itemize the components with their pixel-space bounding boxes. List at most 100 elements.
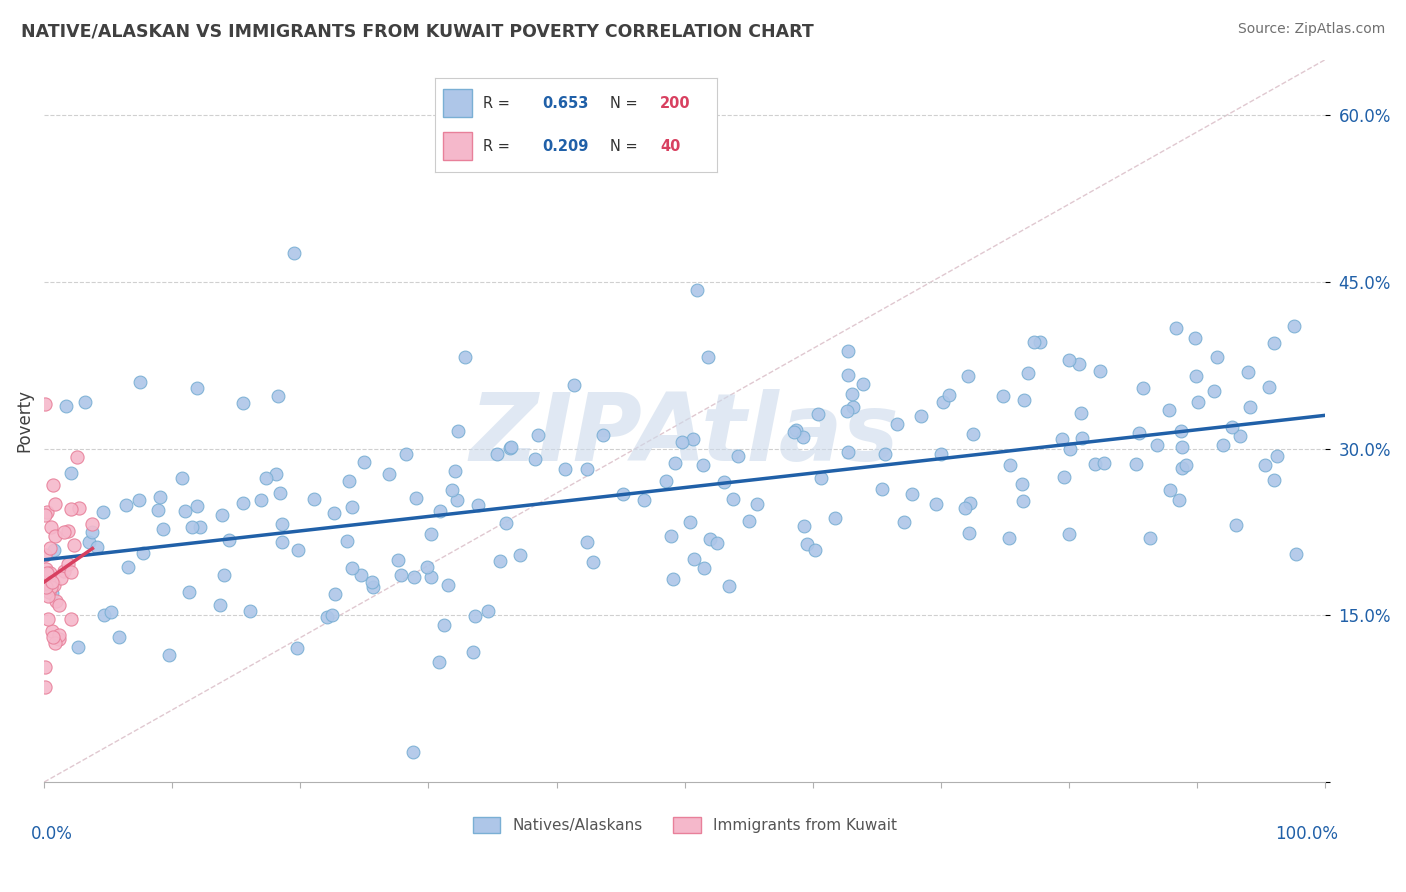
Point bbox=[1258, 380, 1281, 394]
Point bbox=[1053, 469, 1076, 483]
Point bbox=[1263, 335, 1285, 350]
Point bbox=[957, 369, 980, 384]
Point bbox=[1092, 456, 1115, 470]
Point bbox=[39, 519, 62, 533]
Point bbox=[1159, 403, 1181, 417]
Point bbox=[433, 617, 456, 632]
Point bbox=[446, 492, 468, 507]
Point bbox=[1132, 381, 1154, 395]
Point bbox=[745, 497, 768, 511]
Point bbox=[38, 584, 60, 599]
Point bbox=[562, 378, 585, 392]
Point bbox=[63, 537, 86, 551]
Point bbox=[841, 387, 863, 401]
Point bbox=[250, 493, 273, 508]
Point bbox=[1236, 366, 1258, 380]
Point bbox=[270, 535, 292, 549]
Point bbox=[955, 500, 977, 515]
Point bbox=[1012, 392, 1035, 407]
Point bbox=[48, 632, 70, 646]
Point bbox=[254, 470, 277, 484]
Point bbox=[1206, 350, 1229, 364]
Point bbox=[1284, 319, 1306, 334]
Point bbox=[1184, 331, 1206, 345]
Point bbox=[415, 559, 437, 574]
Point bbox=[931, 394, 953, 409]
Point bbox=[1070, 406, 1092, 420]
Point bbox=[509, 548, 531, 562]
Point bbox=[893, 515, 915, 529]
Text: ZIPAtlas: ZIPAtlas bbox=[470, 389, 900, 482]
Point bbox=[495, 516, 517, 530]
Point bbox=[128, 375, 150, 389]
Point bbox=[1084, 457, 1107, 471]
Point bbox=[1170, 424, 1192, 438]
Point bbox=[186, 499, 208, 513]
Point bbox=[582, 555, 605, 569]
Point bbox=[115, 498, 138, 512]
Point bbox=[429, 504, 451, 518]
Point bbox=[186, 381, 208, 395]
Point bbox=[501, 441, 523, 455]
Point bbox=[1220, 419, 1243, 434]
Point bbox=[835, 403, 858, 417]
Point bbox=[1070, 431, 1092, 445]
Point bbox=[1017, 366, 1039, 380]
Point bbox=[679, 515, 702, 529]
Point bbox=[335, 534, 357, 549]
Point bbox=[39, 541, 62, 555]
Point bbox=[211, 508, 233, 522]
Point bbox=[321, 607, 343, 622]
Point bbox=[1212, 438, 1234, 452]
Point bbox=[901, 487, 924, 501]
Point bbox=[524, 452, 547, 467]
Point bbox=[146, 503, 169, 517]
Point bbox=[1125, 458, 1147, 472]
Point bbox=[783, 425, 806, 440]
Point bbox=[48, 627, 70, 641]
Point bbox=[179, 585, 201, 599]
Text: NATIVE/ALASKAN VS IMMIGRANTS FROM KUWAIT POVERTY CORRELATION CHART: NATIVE/ALASKAN VS IMMIGRANTS FROM KUWAIT… bbox=[21, 22, 814, 40]
Point bbox=[35, 580, 58, 594]
Point bbox=[59, 565, 82, 579]
Point bbox=[35, 505, 58, 519]
Point bbox=[39, 580, 62, 594]
Point bbox=[55, 399, 77, 413]
Point bbox=[1202, 384, 1225, 398]
Point bbox=[173, 503, 195, 517]
Point bbox=[1029, 335, 1052, 350]
Point bbox=[938, 388, 960, 402]
Point bbox=[1168, 492, 1191, 507]
Point bbox=[270, 516, 292, 531]
Point bbox=[42, 477, 65, 491]
Point bbox=[1285, 547, 1308, 561]
Point bbox=[575, 535, 598, 549]
Point bbox=[721, 492, 744, 507]
Point bbox=[59, 502, 82, 516]
Point bbox=[337, 475, 360, 489]
Point bbox=[693, 561, 716, 575]
Point bbox=[659, 529, 682, 543]
Point bbox=[962, 426, 984, 441]
Point bbox=[232, 395, 254, 409]
Point bbox=[34, 660, 56, 674]
Point bbox=[1088, 364, 1111, 378]
Point bbox=[486, 447, 509, 461]
Point bbox=[44, 543, 66, 558]
Point bbox=[128, 493, 150, 508]
Point bbox=[842, 400, 865, 414]
Point bbox=[56, 558, 79, 572]
Point bbox=[91, 505, 114, 519]
Point bbox=[232, 496, 254, 510]
Point bbox=[45, 594, 67, 608]
Point bbox=[34, 508, 56, 522]
Point bbox=[1159, 483, 1181, 497]
Point bbox=[44, 529, 66, 543]
Point bbox=[353, 455, 375, 469]
Point bbox=[738, 514, 761, 528]
Point bbox=[389, 568, 412, 582]
Point bbox=[1175, 458, 1198, 472]
Point bbox=[554, 462, 576, 476]
Point bbox=[1011, 494, 1033, 508]
Point bbox=[1146, 438, 1168, 452]
